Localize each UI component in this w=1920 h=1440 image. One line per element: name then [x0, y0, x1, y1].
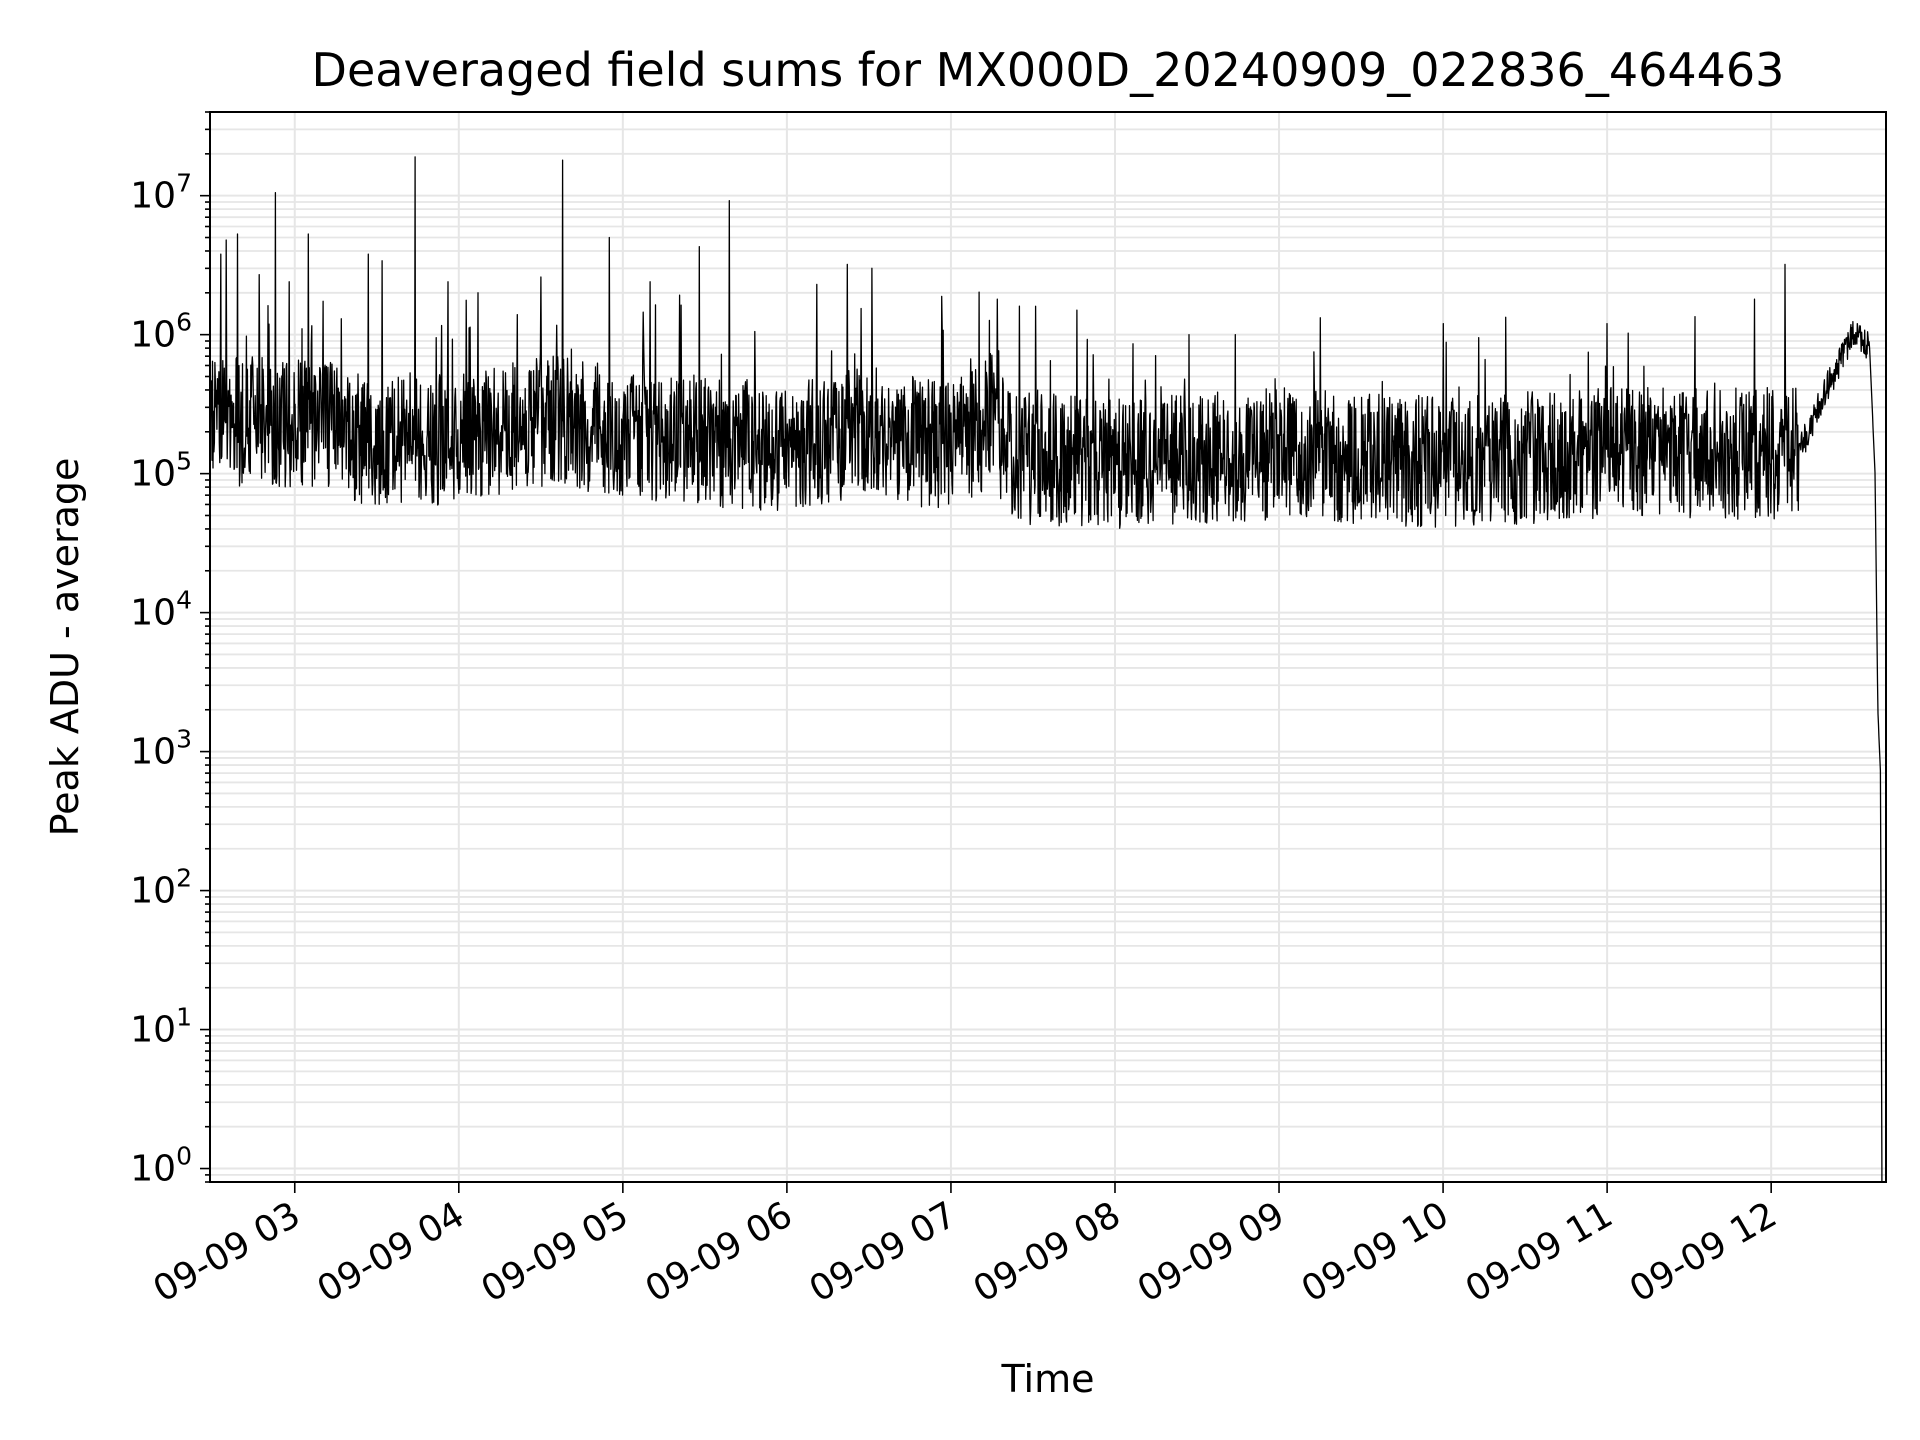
x-axis-label: Time [1001, 1357, 1095, 1401]
y-tick-label: 101 [130, 1003, 192, 1051]
y-tick-label: 105 [130, 447, 192, 495]
chart-title: Deaveraged field sums for MX000D_2024090… [312, 43, 1785, 97]
y-axis-label: Peak ADU - average [43, 458, 87, 837]
y-tick-label: 107 [130, 169, 192, 217]
y-tick-label: 106 [130, 308, 192, 356]
series-line [209, 156, 1883, 1182]
plot-area [209, 156, 1883, 1182]
y-tick-label: 100 [130, 1142, 192, 1190]
y-tick-label: 102 [130, 864, 192, 912]
y-tick-label: 104 [130, 586, 192, 634]
grid [210, 111, 1886, 1183]
plot-frame [209, 111, 1887, 1183]
y-tick-label: 103 [130, 725, 192, 773]
